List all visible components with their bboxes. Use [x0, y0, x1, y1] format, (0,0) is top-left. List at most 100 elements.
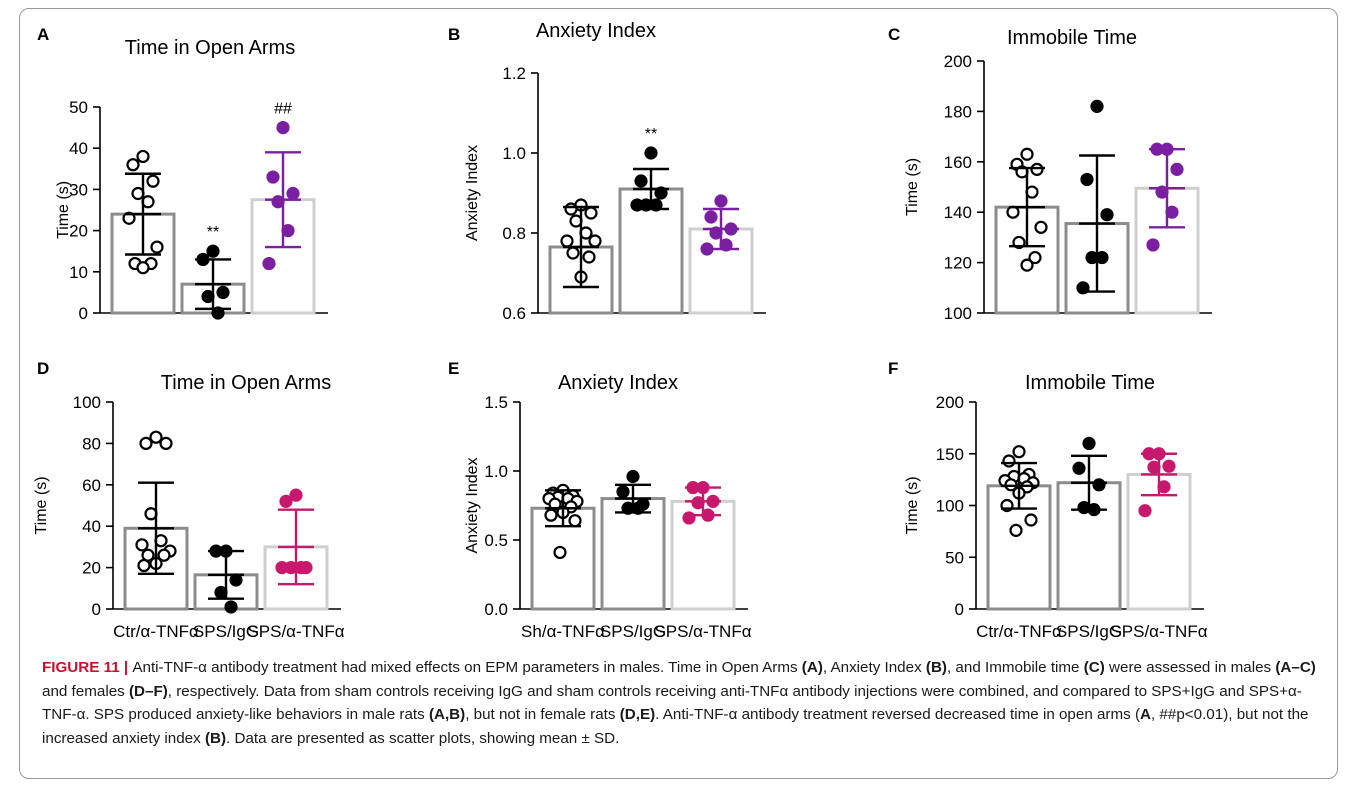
data-point	[224, 600, 238, 614]
caption-panel-ref: (B)	[925, 659, 947, 676]
panel-letter: C	[888, 25, 900, 44]
data-point	[276, 120, 290, 135]
chart-title: Anxiety Index	[536, 20, 656, 42]
figure-caption: FIGURE 11 | Anti-TNF-α antibody treatmen…	[42, 656, 1327, 750]
y-axis-label: Time (s)	[904, 476, 921, 534]
data-point	[582, 250, 596, 264]
caption-separator: |	[123, 659, 133, 676]
data-point	[568, 514, 582, 528]
chart-title: Immobile Time	[1007, 27, 1137, 49]
data-point	[262, 256, 276, 271]
y-tick-label: 1.5	[484, 393, 508, 412]
data-point	[1080, 172, 1094, 187]
data-point	[159, 436, 173, 450]
caption-panel-ref: (A,B)	[428, 706, 466, 723]
data-point	[704, 210, 718, 224]
data-point	[1092, 478, 1106, 492]
charts-area: A Time in Open Arms Time (s) 0 10 20 30 40 50 ** #…	[33, 20, 1212, 641]
data-point	[149, 430, 163, 444]
caption-panel-ref: (C)	[1083, 659, 1105, 676]
y-axis-label: Anxiety Index	[464, 145, 481, 241]
data-point	[266, 170, 280, 184]
data-point	[1012, 445, 1026, 459]
figure-frame	[19, 8, 1338, 779]
caption-text: , and Immobile time	[946, 659, 1084, 676]
panel-letter: A	[37, 25, 49, 44]
caption-panel-ref: (A–C)	[1275, 659, 1316, 676]
data-point	[1020, 147, 1034, 161]
panel-letter: D	[37, 359, 49, 378]
y-tick-label: 40	[69, 139, 88, 158]
x-tick-label: SPS/IgG	[193, 622, 259, 641]
y-tick-label: 180	[944, 102, 972, 121]
chart-title: Anxiety Index	[558, 372, 678, 394]
data-point	[1020, 258, 1034, 272]
data-point	[286, 186, 300, 201]
y-tick-label: 0.5	[484, 531, 508, 550]
data-point	[211, 306, 225, 320]
chart-panel-e: E Anxiety Index Anxiety Index 0.0 0.5 1.0 1.5 S…	[448, 359, 752, 641]
data-point	[146, 174, 160, 188]
chart-title: Immobile Time	[1025, 372, 1155, 394]
data-point	[216, 285, 230, 299]
significance-annotation: ##	[274, 101, 292, 118]
y-tick-label: 100	[73, 393, 101, 412]
data-point	[644, 146, 658, 160]
data-point	[630, 198, 644, 212]
chart-title: Time in Open Arms	[161, 372, 331, 394]
chart-panel-c: C Immobile Time Time (s) 100 120 140 160 180 200	[888, 25, 1212, 323]
y-tick-label: 140	[944, 203, 972, 222]
data-point	[122, 211, 136, 225]
caption-panel-ref: (D,E)	[619, 706, 656, 723]
data-point	[1090, 99, 1104, 113]
y-tick-label: 50	[945, 548, 964, 567]
data-point	[1028, 250, 1042, 265]
y-tick-label: 100	[936, 497, 964, 516]
chart-panel-b: B Anxiety Index Anxiety Index 0.6 0.8 1.0 1.2 *…	[448, 20, 766, 323]
caption-text: and females	[42, 682, 129, 700]
x-tick-label: SPS/α-TNFα	[654, 622, 751, 641]
data-point	[1146, 238, 1160, 252]
caption-text: , but not in female rats	[465, 706, 620, 723]
data-point	[275, 560, 289, 575]
y-tick-label: 100	[944, 304, 972, 323]
data-point	[553, 545, 567, 560]
data-point	[560, 234, 574, 248]
data-point	[654, 186, 668, 200]
y-tick-label: 40	[82, 517, 101, 536]
data-point	[135, 538, 149, 552]
caption-panel-ref: (A)	[801, 659, 823, 676]
caption-text: , ##p<0.01), but not the increased anxie…	[42, 706, 1309, 747]
significance-annotation: **	[207, 224, 219, 241]
y-tick-label: 0	[79, 304, 88, 323]
chart-panel-f: F Immobile Time Time (s) 0 50 100 150 200 Ctr/α-…	[888, 359, 1208, 641]
y-tick-label: 50	[69, 98, 88, 117]
data-point	[1082, 436, 1096, 450]
y-tick-label: 60	[82, 476, 101, 495]
y-axis-label: Time (s)	[904, 158, 921, 216]
caption-text: . Data are presented as scatter plots, s…	[226, 729, 620, 747]
y-tick-label: 20	[82, 559, 101, 578]
x-tick-label: SPS/IgG	[600, 622, 666, 641]
data-point	[1030, 162, 1044, 176]
data-point	[136, 261, 150, 275]
data-point	[626, 469, 640, 484]
data-point	[126, 158, 140, 172]
caption-text: were assessed in males	[1104, 659, 1276, 676]
data-point	[136, 149, 150, 164]
data-point	[139, 436, 153, 450]
data-point	[1009, 523, 1023, 537]
y-tick-label: 120	[944, 254, 972, 273]
chart-panel-a: A Time in Open Arms Time (s) 0 10 20 30 40 50 ** #…	[37, 25, 328, 323]
data-point	[289, 488, 303, 502]
y-axis-label: Anxiety Index	[464, 457, 481, 553]
x-tick-label: SPS/α-TNFα	[247, 622, 344, 641]
panel-letter: E	[448, 359, 459, 378]
caption-panel-ref: (B)	[204, 729, 227, 747]
y-tick-label: 0	[955, 600, 964, 619]
data-point	[1138, 504, 1152, 518]
data-point	[206, 244, 220, 258]
x-tick-label: Ctr/α-TNFα	[113, 622, 199, 641]
data-point	[584, 206, 598, 220]
